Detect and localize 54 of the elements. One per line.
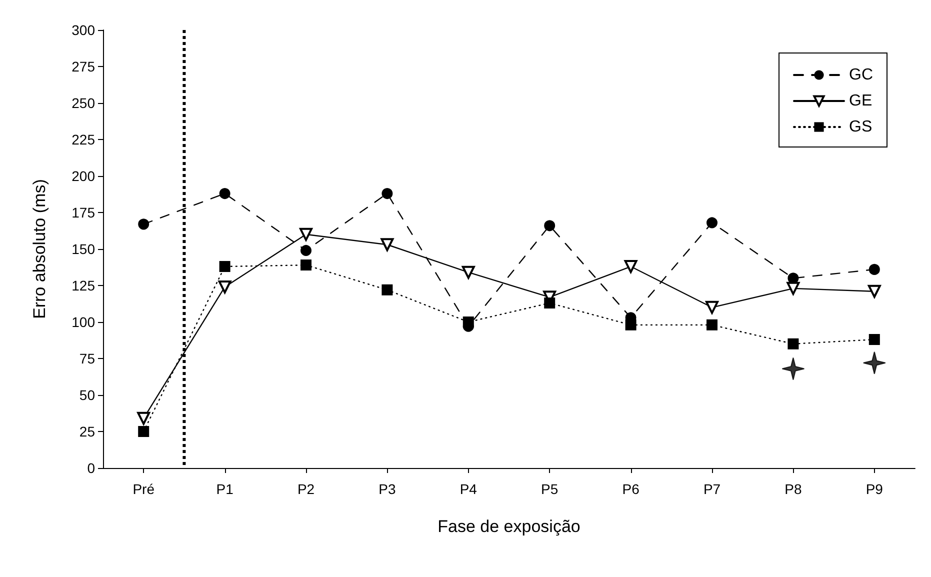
point [624,260,638,274]
point [137,412,150,425]
point [706,319,718,330]
point [300,228,312,241]
y-tick-label: 50 [79,387,96,403]
point [300,244,312,256]
point [544,298,556,309]
y-tick-label: 75 [79,350,96,366]
y-tick-label: 125 [72,278,96,294]
y-axis-title: Erro absoluto (ms) [30,179,49,319]
point [788,338,799,350]
y-tick-label: 250 [72,95,96,111]
point [219,261,230,272]
legend-label: GE [849,92,872,110]
y-tick-label: 100 [72,314,96,330]
point [382,284,393,296]
point [706,300,718,314]
x-tick-label: Pré [132,481,155,497]
x-axis-title: Fase de exposição [438,517,580,536]
x-tick-label: P2 [297,481,315,497]
x-tick-label: P1 [216,481,234,497]
point [868,264,880,275]
point [138,426,150,437]
point [462,266,475,279]
y-tick-label: 150 [72,241,96,257]
point [625,319,636,330]
point [219,188,230,200]
point [462,316,474,328]
point [380,238,394,252]
x-tick-label: P5 [541,481,558,497]
y-tick-label: 175 [72,204,96,220]
y-tick-label: 300 [72,22,96,38]
y-tick-label: 200 [72,168,96,184]
point [786,282,800,295]
y-tick-label: 225 [72,132,96,148]
point [868,334,880,346]
point [544,220,556,232]
x-tick-label: P9 [866,481,884,497]
point [138,218,150,230]
x-tick-label: P3 [378,481,396,497]
y-tick-label: 0 [87,460,96,476]
point [706,217,718,228]
legend-label: GS [849,118,872,136]
point [218,280,232,294]
x-tick-label: P4 [460,481,478,497]
y-tick-label: 25 [79,424,96,440]
y-tick-label: 275 [72,58,96,74]
x-tick-label: P6 [622,481,640,497]
x-tick-label: P8 [784,481,802,497]
x-tick-label: P7 [703,481,721,497]
legend-label: GC [849,66,873,84]
point [382,188,393,200]
point [300,260,312,271]
point [868,284,881,298]
